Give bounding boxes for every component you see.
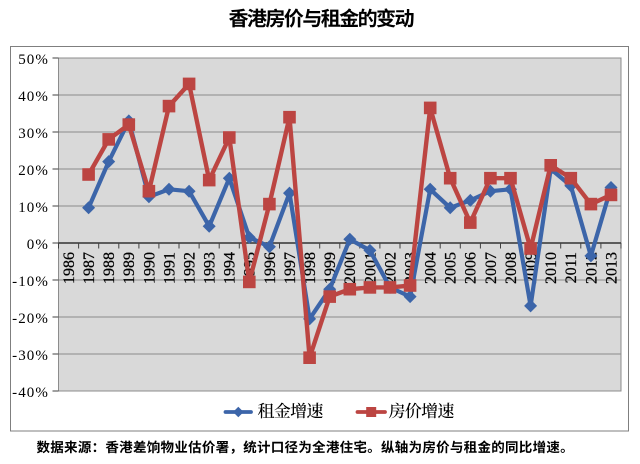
svg-text:2010: 2010 [543, 252, 560, 284]
svg-text:1994: 1994 [222, 252, 239, 284]
svg-text:2011: 2011 [563, 252, 580, 283]
svg-text:1993: 1993 [202, 252, 219, 284]
svg-text:2001: 2001 [362, 252, 379, 284]
svg-text:2004: 2004 [423, 252, 440, 284]
svg-text:1989: 1989 [121, 252, 138, 284]
svg-text:-10%: -10% [12, 274, 49, 290]
svg-text:2013: 2013 [603, 252, 620, 284]
svg-text:1986: 1986 [61, 252, 78, 284]
svg-text:1997: 1997 [282, 252, 299, 284]
svg-text:2002: 2002 [382, 252, 399, 284]
svg-text:30%: 30% [18, 126, 49, 142]
svg-text:1992: 1992 [182, 252, 199, 284]
svg-text:1987: 1987 [81, 252, 98, 284]
svg-text:1998: 1998 [302, 252, 319, 284]
svg-text:1990: 1990 [141, 252, 158, 284]
svg-text:1991: 1991 [161, 252, 178, 284]
svg-text:2012: 2012 [583, 252, 600, 284]
svg-text:2000: 2000 [342, 252, 359, 284]
svg-text:-40%: -40% [12, 385, 49, 401]
svg-text:2006: 2006 [463, 252, 480, 284]
svg-text:-20%: -20% [12, 311, 49, 327]
svg-text:2007: 2007 [483, 252, 500, 284]
svg-text:10%: 10% [18, 200, 49, 216]
svg-text:2005: 2005 [443, 252, 460, 284]
svg-text:1988: 1988 [101, 252, 118, 284]
svg-text:2008: 2008 [503, 252, 520, 284]
svg-text:0%: 0% [27, 237, 49, 253]
svg-text:40%: 40% [18, 89, 49, 105]
svg-text:1996: 1996 [262, 252, 279, 284]
svg-text:-30%: -30% [12, 348, 49, 364]
svg-text:50%: 50% [18, 52, 49, 68]
svg-text:20%: 20% [18, 163, 49, 179]
